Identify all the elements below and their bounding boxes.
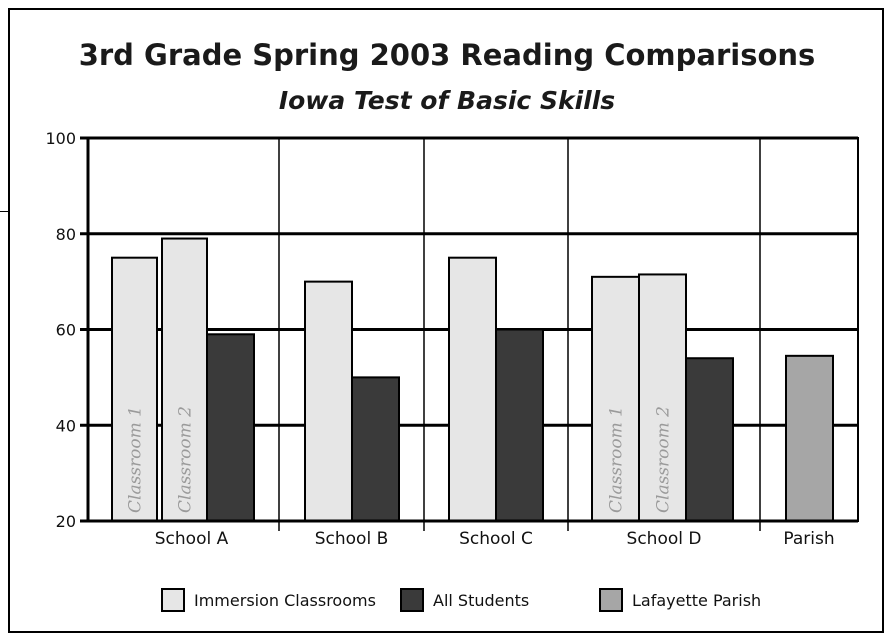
legend-label-3: Lafayette Parish: [632, 591, 761, 610]
bar-label-classroom-1: Classroom 1: [126, 406, 146, 513]
bar-parish-1: [785, 354, 834, 522]
edge-tick-mark: [0, 211, 10, 212]
legend-swatch-2: [400, 588, 424, 612]
bar-school-b-1: [304, 280, 353, 522]
x-tick-label-parish: Parish: [783, 529, 834, 549]
x-tick-label-school-a: School A: [155, 529, 229, 549]
bar-school-a-1: [111, 256, 158, 522]
y-tick-label-40: 40: [56, 416, 76, 435]
bar-label-classroom-2: Classroom 2: [176, 406, 196, 513]
y-tick-label-60: 60: [56, 321, 76, 340]
bar-school-b-2: [351, 376, 400, 522]
bar-school-c-2: [495, 328, 544, 522]
legend-label-1: Immersion Classrooms: [194, 591, 376, 610]
y-tick-label-80: 80: [56, 225, 76, 244]
x-tick-label-school-c: School C: [459, 529, 533, 549]
legend-swatch-3: [599, 588, 623, 612]
x-tick-label-school-b: School B: [315, 529, 389, 549]
x-tick-label-school-d: School D: [627, 529, 702, 549]
bar-school-d-1: [591, 275, 640, 522]
bar-school-a-3: [206, 333, 255, 522]
chart-subtitle: Iowa Test of Basic Skills: [278, 86, 616, 115]
chart-title: 3rd Grade Spring 2003 Reading Comparison…: [78, 38, 816, 72]
bar-label-classroom-1: Classroom 1: [607, 406, 627, 513]
bar-school-c-1: [448, 256, 497, 522]
bar-label-classroom-2: Classroom 2: [654, 406, 674, 513]
legend-label-2: All Students: [433, 591, 529, 610]
y-tick-label-20: 20: [56, 512, 76, 531]
legend-swatch-1: [161, 588, 185, 612]
bar-school-d-3: [685, 357, 734, 522]
y-tick-label-100: 100: [45, 129, 76, 148]
